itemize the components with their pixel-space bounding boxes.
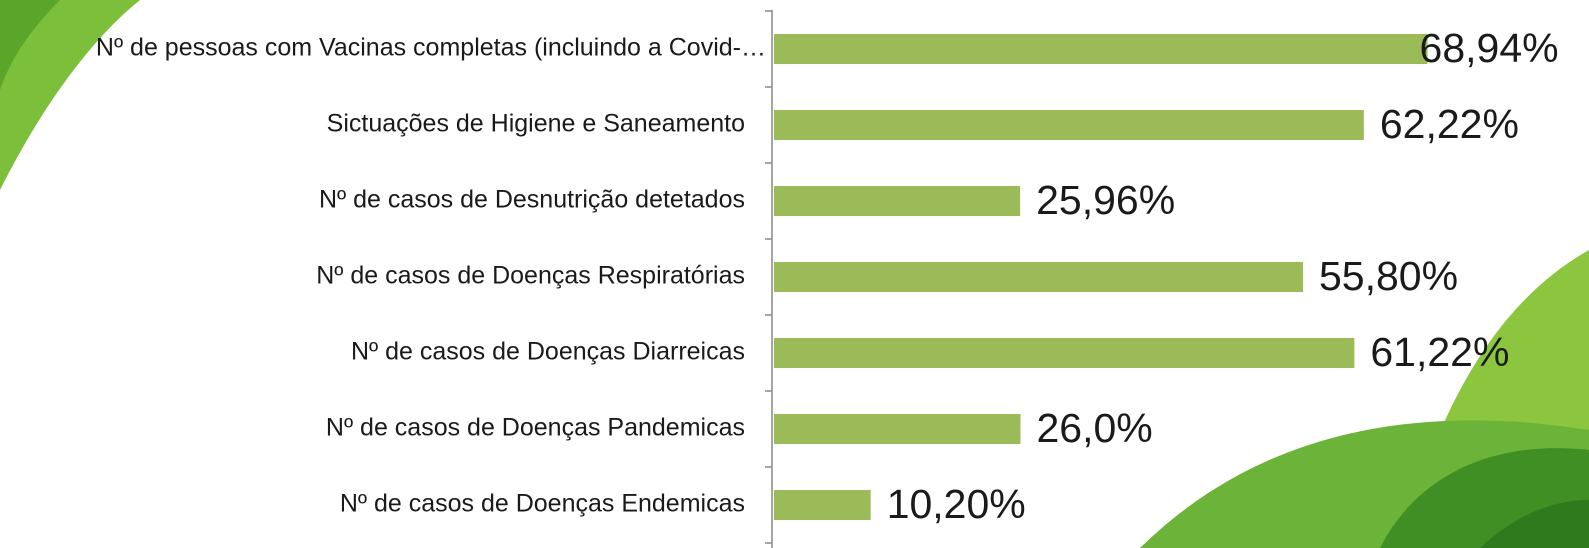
bar <box>774 490 871 520</box>
category-label: Nº de casos de Doenças Pandemicas <box>326 414 745 442</box>
value-label: 10,20% <box>887 481 1026 527</box>
category-label: Nº de casos de Desnutrição detetados <box>319 186 745 214</box>
value-label: 61,22% <box>1370 329 1509 375</box>
bar <box>774 262 1303 292</box>
decoration <box>1480 500 1589 548</box>
bar <box>774 414 1021 444</box>
category-label: Nº de casos de Doenças Endemicas <box>340 490 745 518</box>
value-label: 55,80% <box>1319 253 1458 299</box>
bar <box>774 110 1364 140</box>
category-label: Nº de pessoas com Vacinas completas (inc… <box>96 34 766 62</box>
category-label: Sictuações de Higiene e Saneamento <box>327 110 745 138</box>
category-label: Nº de casos de Doenças Diarreicas <box>351 338 745 366</box>
decoration <box>0 0 140 190</box>
decoration <box>0 0 60 90</box>
value-label: 62,22% <box>1380 101 1519 147</box>
value-label: 25,96% <box>1036 177 1175 223</box>
category-label: Nº de casos de Doenças Respiratórias <box>316 262 745 290</box>
value-label: 68,94% <box>1420 25 1559 71</box>
bar <box>774 186 1021 216</box>
value-label: 26,0% <box>1036 405 1152 451</box>
bar <box>774 34 1428 64</box>
bar <box>774 338 1355 368</box>
